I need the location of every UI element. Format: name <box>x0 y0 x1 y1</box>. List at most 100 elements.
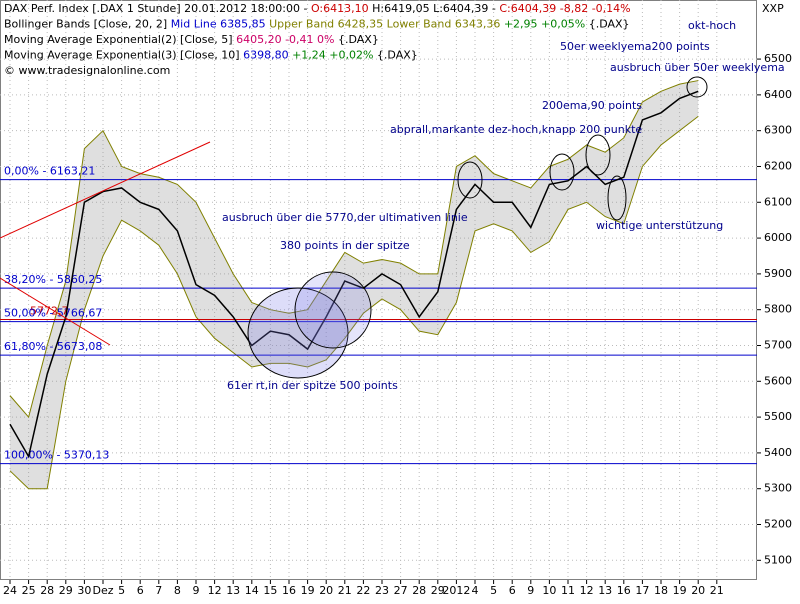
plot-frame <box>0 0 757 580</box>
x-tick-label: 5 <box>490 584 497 597</box>
x-tick-label: 12 <box>580 584 594 597</box>
header-line: DAX Perf. Index [.DAX 1 Stunde] 20.01.20… <box>4 2 631 15</box>
band-line <box>9 115 699 490</box>
trend-line <box>0 277 111 346</box>
highlight-circle <box>585 134 611 176</box>
annotation: wichtige unterstützung <box>596 219 723 232</box>
x-tick-label: 6 <box>509 584 516 597</box>
x-tick-label: 9 <box>193 584 200 597</box>
highlight-circle <box>549 153 575 191</box>
x-tick-label: 28 <box>412 584 426 597</box>
y-tick-label: 5300 <box>764 482 792 495</box>
annotation: 380 points in der spitze <box>280 239 410 252</box>
y-tick-label: 5600 <box>764 374 792 387</box>
y-tick-label: 6400 <box>764 88 792 101</box>
x-tick-label: 2012 <box>442 584 470 597</box>
annotation: ausbruch über die 5770,der ultimativen l… <box>222 211 468 224</box>
fib-label: 0,00% - 6163,21 <box>4 165 95 178</box>
header-segment: {.DAX} <box>334 33 378 46</box>
x-tick-label: 25 <box>22 584 36 597</box>
x-tick-label: 17 <box>635 584 649 597</box>
x-tick-label: 10 <box>542 584 556 597</box>
x-tick-label: 4 <box>472 584 479 597</box>
header-segment: H:6419,05 L:6404,39 - <box>369 2 500 15</box>
header-segment: Moving Average Exponential(2) [Close, 5] <box>4 33 236 46</box>
x-tick-label: 20 <box>319 584 333 597</box>
x-tick-label: 23 <box>375 584 389 597</box>
y-tick-label: 5900 <box>764 267 792 280</box>
band-line <box>9 80 699 419</box>
header-segment: © www.tradesignalonline.com <box>4 64 170 77</box>
highlight-circle <box>686 76 708 98</box>
header-segment: Upper Band 6428,35 Lower Band 6343,36 <box>269 18 504 31</box>
x-tick-label: 8 <box>174 584 181 597</box>
header-line: © www.tradesignalonline.com <box>4 64 170 77</box>
header-line: Moving Average Exponential(3) [Close, 10… <box>4 49 418 62</box>
y-tick-label: 6500 <box>764 52 792 65</box>
x-tick-label: 7 <box>155 584 162 597</box>
header-segment: {.DAX} <box>373 49 417 62</box>
header-segment: C:6404,39 -8,82 -0,14% <box>499 2 630 15</box>
header-segment: 6398,80 <box>243 49 292 62</box>
x-tick-label: Dez <box>92 584 113 597</box>
x-tick-label: 13 <box>598 584 612 597</box>
x-tick-label: 16 <box>282 584 296 597</box>
header-segment: 6405,20 -0,41 0% <box>236 33 334 46</box>
x-tick-label: 18 <box>654 584 668 597</box>
header-segment: +2,95 +0,05% <box>504 18 585 31</box>
x-tick-label: 24 <box>3 584 17 597</box>
x-tick-label: 21 <box>338 584 352 597</box>
x-tick-label: 12 <box>208 584 222 597</box>
x-tick-label: 19 <box>673 584 687 597</box>
highlight-circle <box>607 175 627 221</box>
y-tick-label: 5800 <box>764 303 792 316</box>
y-tick-label: 5400 <box>764 446 792 459</box>
fib-label: 38,20% - 5860,25 <box>4 273 102 286</box>
annotation: 61er rt,in der spitze 500 points <box>227 379 398 392</box>
annotation: abprall,markante dez-hoch,knapp 200 punk… <box>390 123 642 136</box>
x-tick-label: 15 <box>263 584 277 597</box>
highlight-circle <box>294 271 372 349</box>
highlight-circle <box>247 287 349 379</box>
x-tick-label: 14 <box>245 584 259 597</box>
fib-label: 100,00% - 5370,13 <box>4 449 109 462</box>
x-tick-label: 21 <box>710 584 724 597</box>
x-tick-label: 20 <box>691 584 705 597</box>
y-tick-label: 5700 <box>764 338 792 351</box>
header-line: Moving Average Exponential(2) [Close, 5]… <box>4 33 379 46</box>
annotation: 50er weeklyema200 points <box>560 40 710 53</box>
header-segment: {.DAX} <box>585 18 629 31</box>
y-axis-label: XXP <box>762 2 784 15</box>
header-segment: Mid Line 6385,85 <box>171 18 269 31</box>
annotation: okt-hoch <box>688 19 736 32</box>
x-tick-label: 29 <box>431 584 445 597</box>
x-tick-label: 27 <box>394 584 408 597</box>
highlight-circle <box>457 161 483 199</box>
annotation: ausbruch über 50er weeklyema <box>610 61 785 74</box>
y-tick-label: 5500 <box>764 410 792 423</box>
fib-label: 61,80% - 5673,08 <box>4 340 102 353</box>
price-line <box>9 90 699 459</box>
header-segment: +1,24 +0,02% <box>292 49 373 62</box>
header-line: Bollinger Bands [Close, 20, 2] Mid Line … <box>4 18 630 31</box>
fib-label: 50,00% - 5766,67 <box>4 307 102 320</box>
x-tick-label: 13 <box>226 584 240 597</box>
x-tick-label: 5 <box>118 584 125 597</box>
y-tick-label: 6200 <box>764 159 792 172</box>
annotation: 200ema,90 points <box>542 99 642 112</box>
x-tick-label: 16 <box>617 584 631 597</box>
header-segment: O:6413,10 <box>311 2 369 15</box>
x-tick-label: 19 <box>301 584 315 597</box>
x-tick-label: 28 <box>40 584 54 597</box>
header-segment: Moving Average Exponential(3) [Close, 10… <box>4 49 243 62</box>
header-segment: DAX Perf. Index [.DAX 1 Stunde] 20.01.20… <box>4 2 311 15</box>
y-tick-label: 6300 <box>764 124 792 137</box>
header-segment: Bollinger Bands [Close, 20, 2] <box>4 18 171 31</box>
x-tick-label: 22 <box>356 584 370 597</box>
x-tick-label: 9 <box>527 584 534 597</box>
x-tick-label: 6 <box>137 584 144 597</box>
y-tick-label: 6100 <box>764 195 792 208</box>
y-tick-label: 5200 <box>764 518 792 531</box>
